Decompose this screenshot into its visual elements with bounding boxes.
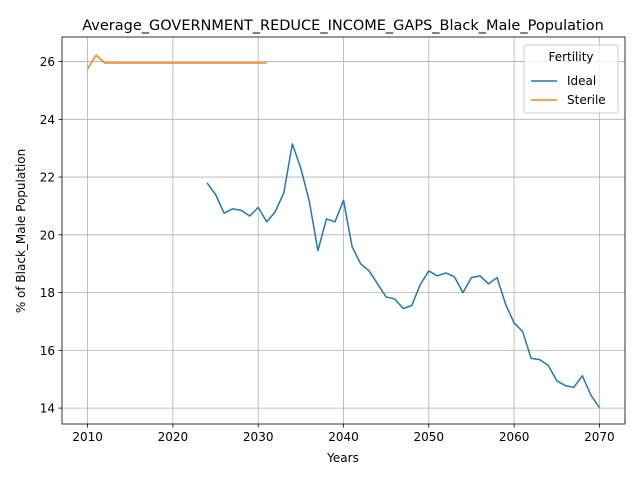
legend-title: Fertility — [548, 50, 593, 64]
x-tick-label: 2050 — [414, 430, 445, 444]
legend-label-ideal: Ideal — [567, 74, 596, 88]
legend-label-sterile: Sterile — [567, 93, 606, 107]
y-tick-label: 26 — [40, 55, 55, 69]
y-tick-label: 20 — [40, 228, 55, 242]
x-tick-label: 2030 — [243, 430, 274, 444]
chart-title: Average_GOVERNMENT_REDUCE_INCOME_GAPS_Bl… — [82, 18, 604, 34]
y-tick-label: 18 — [40, 286, 55, 300]
legend-box — [523, 44, 619, 114]
y-tick-label: 22 — [40, 171, 55, 185]
x-tick-label: 2020 — [158, 430, 189, 444]
x-axis-label: Years — [326, 451, 359, 465]
y-tick-label: 24 — [40, 113, 55, 127]
y-axis-label: % of Black_Male Population — [14, 149, 28, 313]
y-axis-ticks: 14 16 18 20 22 24 26 — [40, 55, 62, 416]
y-tick-label: 14 — [40, 402, 55, 416]
series-line-ideal — [206, 143, 601, 408]
x-tick-label: 2060 — [499, 430, 530, 444]
series-line-sterile — [86, 54, 267, 70]
y-tick-label: 16 — [40, 344, 55, 358]
x-axis-ticks: 2010 2020 2030 2040 2050 2060 2070 — [72, 424, 615, 444]
series-lines — [86, 54, 601, 408]
x-tick-label: 2040 — [328, 430, 359, 444]
grid-lines — [62, 37, 625, 424]
x-tick-label: 2010 — [72, 430, 103, 444]
legend: Fertility Ideal Sterile — [523, 44, 619, 114]
x-tick-label: 2070 — [584, 430, 615, 444]
